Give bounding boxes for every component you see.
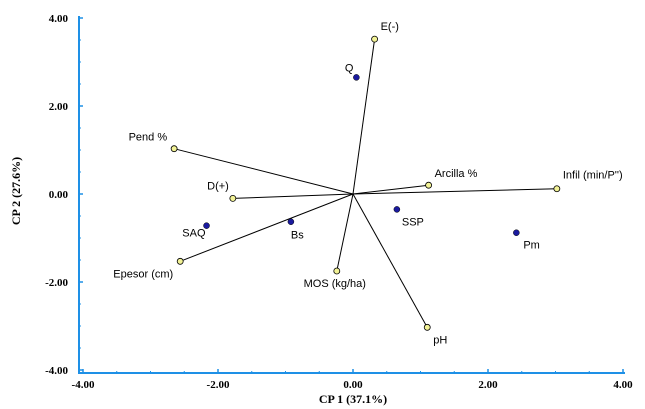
vector-point [425,181,433,189]
vector-line [352,39,376,195]
vector-label: Pend % [129,132,168,144]
site-point [353,74,360,81]
vector-label: Infil (min/P'') [563,170,623,182]
site-label: Bs [291,230,304,242]
vector-line [352,184,429,195]
x-axis-title: CP 1 (37.1%) [319,392,387,406]
vector-point [553,185,561,193]
vector-label: MOS (kg/ha) [304,278,366,290]
vector-label: Arcilla % [435,168,478,180]
vector-label: Epesor (cm) [113,268,173,280]
vector-point [333,267,341,275]
vector-line [180,193,354,262]
y-tick-label: 4.00 [49,13,69,25]
x-tick-label: 4.00 [613,379,633,391]
vector-line [232,193,354,199]
point-labels: E(-) Pend % Arcilla % Infil (min/P'') D(+) Ep… [113,21,622,346]
vector-point [176,257,184,265]
x-axis-ticks: -4.00 -2.00 0.00 2.00 4.00 [72,369,633,391]
axes [78,16,625,374]
site-points [203,74,520,236]
vector-lines [174,39,557,328]
y-tick-label: 2.00 [49,101,69,113]
vector-points [170,35,561,331]
x-tick-label: -2.00 [207,379,230,391]
y-axis-ticks: -4.00 -2.00 0.00 2.00 4.00 [45,13,83,377]
vector-line [352,193,428,328]
site-label: SSP [402,216,424,228]
x-tick-label: -4.00 [72,379,95,391]
vector-line [174,148,354,195]
y-tick-label: -2.00 [45,277,68,289]
site-point [513,229,520,236]
vector-line [336,193,354,272]
site-label: SAQ [182,228,206,240]
y-tick-label: -4.00 [45,365,68,377]
site-label: Q [345,62,354,74]
vector-point [229,194,237,202]
vector-line [352,188,557,195]
x-tick-label: 2.00 [478,379,498,391]
vector-label: E(-) [381,21,399,33]
y-axis-title: CP 2 (27.6%) [9,157,23,225]
vector-label: pH [433,334,447,346]
vector-point [170,145,178,153]
x-tick-label: 0.00 [343,379,363,391]
site-point [287,218,295,225]
vector-point [423,323,431,331]
vector-point [371,35,379,43]
y-tick-label: 0.00 [49,189,69,201]
site-label: Pm [523,240,540,252]
site-point [393,206,401,213]
vector-label: D(+) [207,180,229,192]
site-point [203,222,210,229]
